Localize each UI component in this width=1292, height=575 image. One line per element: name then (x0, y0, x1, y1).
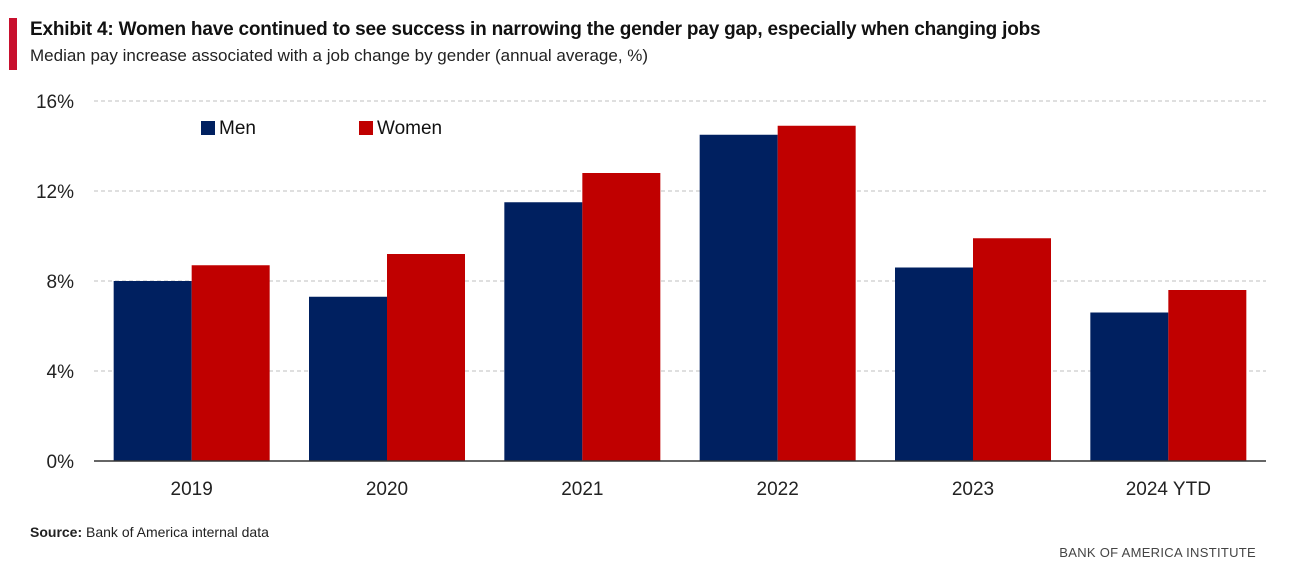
x-tick-label: 2022 (757, 479, 799, 500)
bar-women (191, 265, 270, 461)
accent-bar (9, 18, 17, 70)
y-tick-label: 16% (36, 92, 74, 113)
brand-label: BANK OF AMERICA INSTITUTE (1059, 545, 1256, 560)
bar-men (1090, 312, 1169, 461)
bar-men (699, 134, 778, 461)
bar-men (113, 281, 192, 461)
bar-women (387, 254, 465, 461)
x-tick-label: 2023 (952, 479, 994, 500)
legend-swatch-men (201, 121, 215, 135)
y-tick-label: 0% (47, 452, 75, 473)
legend-swatch-women (359, 121, 373, 135)
bar-men (309, 296, 387, 461)
legend-label-women: Women (377, 118, 443, 139)
y-tick-label: 4% (47, 362, 75, 383)
source-note: Source: Bank of America internal data (30, 524, 269, 540)
chart-title: Exhibit 4: Women have continued to see s… (30, 19, 1041, 40)
chart-subtitle: Median pay increase associated with a jo… (30, 46, 649, 65)
bar-men (504, 202, 583, 461)
y-tick-label: 8% (47, 272, 75, 293)
bar-women (973, 238, 1051, 461)
bar-women (582, 173, 661, 461)
bar-men (895, 267, 973, 461)
legend-item-women: Women (359, 118, 442, 140)
legend-item-men: Men (201, 118, 256, 140)
x-tick-label: 2020 (366, 479, 408, 500)
source-text: Bank of America internal data (82, 524, 269, 540)
x-tick-label: 2024 YTD (1126, 479, 1211, 500)
source-label: Source: (30, 524, 83, 540)
x-tick-label: 2019 (171, 479, 213, 500)
x-tick-label: 2021 (561, 479, 603, 500)
bar-women (1168, 290, 1247, 461)
legend-label-men: Men (219, 118, 256, 139)
y-tick-label: 12% (36, 182, 74, 203)
bar-women (777, 125, 856, 461)
